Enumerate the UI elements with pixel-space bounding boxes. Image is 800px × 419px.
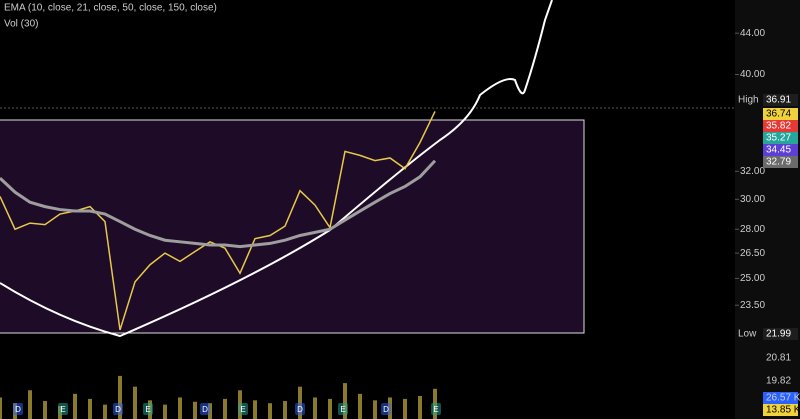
event-label: E (340, 405, 345, 414)
event-label: E (240, 405, 245, 414)
event-marker (381, 403, 391, 415)
volume-tick-label: 13.85 K (766, 405, 800, 416)
volume-bar (178, 397, 182, 419)
volume-bar (73, 393, 77, 419)
volume-bar (88, 398, 92, 419)
price-label: 36.74 (766, 109, 791, 120)
drawn-curve (0, 0, 553, 338)
price-label: 34.45 (766, 145, 791, 156)
event-label: D (15, 405, 21, 414)
y-tick-label: 32.00 (740, 166, 765, 177)
price-label-name: High (738, 95, 759, 106)
volume-bar (328, 398, 332, 419)
rectangle-drawing (0, 119, 585, 334)
y-tick-label: 40.00 (740, 69, 765, 80)
y-tick-label: 28.00 (740, 224, 765, 235)
volume-bar (28, 390, 32, 419)
price-axis (735, 0, 800, 419)
volume-tick-label: 26.57 K (766, 393, 800, 404)
event-marker (295, 403, 305, 415)
event-marker (13, 403, 23, 415)
volume-bar (343, 383, 347, 419)
volume-bar (223, 398, 227, 419)
price-label: 35.27 (766, 133, 791, 144)
event-marker (431, 403, 441, 415)
volume-bar (118, 375, 122, 419)
price-badge (763, 108, 798, 120)
event-label: D (115, 405, 121, 414)
volume-bar (0, 397, 2, 419)
volume-bar (103, 404, 107, 419)
volume-bar (373, 400, 377, 419)
y-tick-label: 30.00 (740, 194, 765, 205)
y-tick-label: 26.50 (740, 248, 765, 259)
event-label: D (297, 405, 303, 414)
price-badge (763, 120, 798, 132)
volume-bar (358, 393, 362, 419)
volume-bar (313, 397, 317, 419)
y-tick-label: 23.50 (740, 300, 765, 311)
volume-bar (268, 403, 272, 419)
price-label-name: Low (738, 329, 757, 340)
price-label: 36.91 (766, 95, 791, 106)
volume-tick-label: 19.82 (766, 376, 791, 387)
price-badge (763, 156, 798, 168)
price-label: 35.82 (766, 121, 791, 132)
volume-bar (283, 401, 287, 419)
volume-bar (43, 401, 47, 419)
volume-bar (298, 386, 302, 419)
volume-label: Vol (30) (4, 19, 38, 30)
price-badge (763, 132, 798, 144)
price-badge (763, 94, 798, 106)
y-tick-label: 25.00 (740, 273, 765, 284)
price-label: 32.79 (766, 157, 791, 168)
volume-bar (133, 386, 137, 419)
price-badge (763, 144, 798, 156)
event-label: D (383, 405, 389, 414)
event-marker (238, 403, 248, 415)
price-label: 21.99 (766, 329, 791, 340)
price-badge (763, 328, 798, 341)
volume-badge (763, 404, 798, 416)
y-tick-label: 44.00 (740, 28, 765, 39)
event-marker (200, 403, 210, 415)
price-line (0, 159, 437, 249)
volume-bar (163, 404, 167, 419)
volume-tick-label: 20.81 (766, 353, 791, 364)
volume-bar (193, 401, 197, 419)
event-label: D (202, 405, 208, 414)
indicator-label: EMA (10, close, 21, close, 50, close, 15… (4, 3, 217, 14)
event-marker (58, 403, 68, 415)
volume-bar (253, 400, 257, 419)
volume-bar (403, 398, 407, 419)
event-marker (113, 403, 123, 415)
event-label: E (433, 405, 438, 414)
volume-badge (763, 392, 798, 404)
event-marker (143, 403, 153, 415)
event-marker (338, 403, 348, 415)
event-label: E (60, 405, 65, 414)
event-label: E (145, 405, 150, 414)
volume-bar (418, 396, 422, 419)
